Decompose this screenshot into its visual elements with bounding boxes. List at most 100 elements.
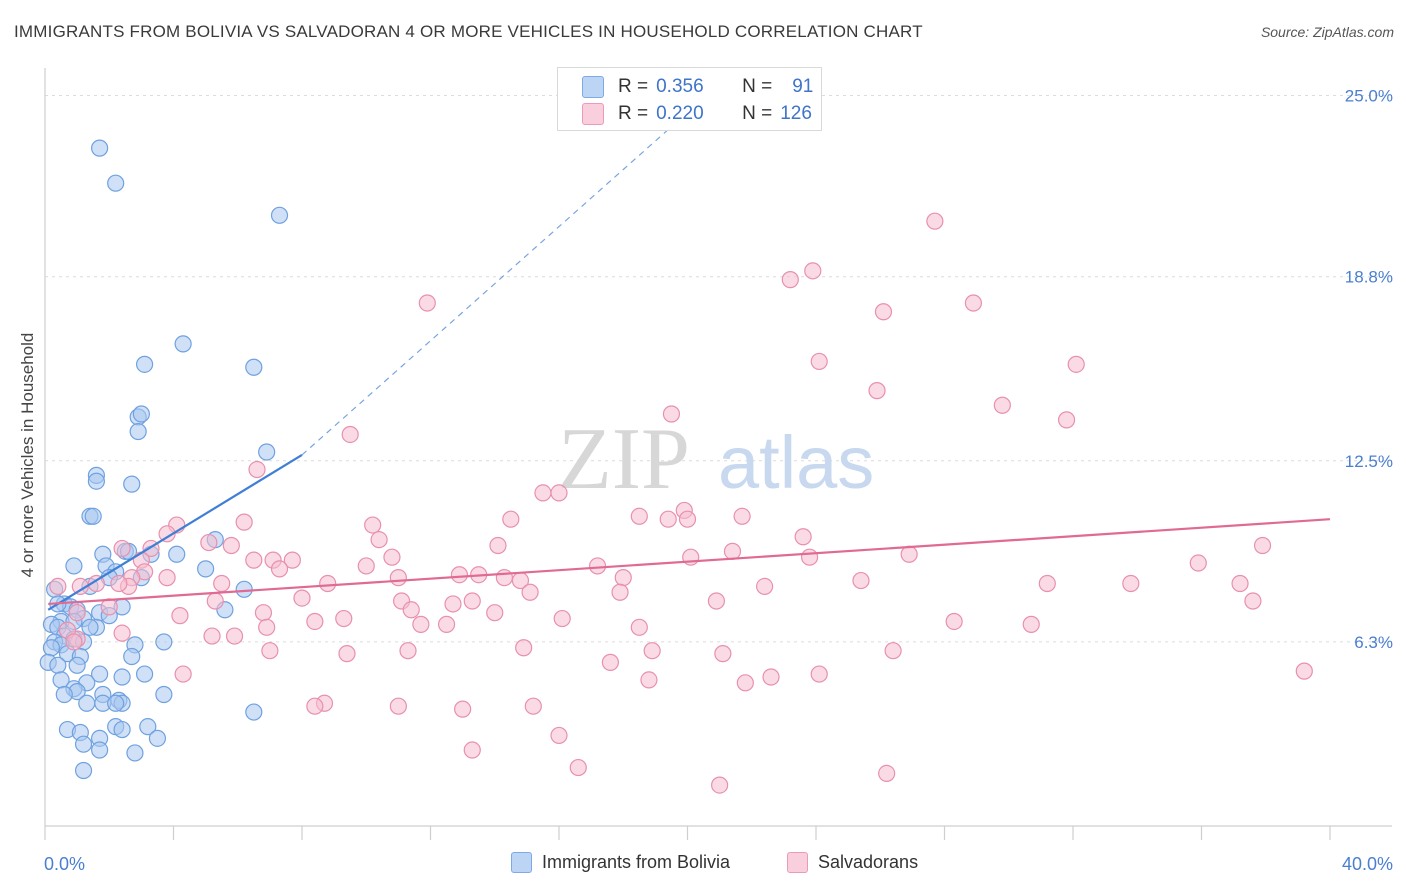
data-point-bolivia	[91, 665, 109, 683]
legend-swatch-bolivia	[511, 852, 532, 873]
data-point-salvadoran	[335, 609, 353, 628]
data-point-salvadoran	[804, 262, 822, 280]
data-point-salvadoran	[65, 633, 83, 651]
data-point-salvadoran	[643, 642, 661, 660]
data-point-bolivia	[235, 580, 253, 598]
data-point-bolivia	[270, 206, 289, 224]
data-point-salvadoran	[550, 726, 568, 745]
trend-line-bolivia	[47, 453, 303, 611]
data-point-salvadoran	[711, 776, 729, 794]
data-point-salvadoran	[1038, 574, 1056, 593]
data-point-salvadoran	[418, 294, 436, 312]
data-point-salvadoran	[495, 569, 513, 587]
data-point-salvadoran	[341, 425, 359, 444]
data-point-salvadoran	[502, 510, 520, 528]
trend-line-salvadoran	[48, 518, 1331, 606]
data-point-bolivia	[155, 685, 173, 704]
data-point-salvadoran	[614, 569, 632, 587]
data-point-salvadoran	[553, 609, 571, 628]
data-point-salvadoran	[733, 507, 751, 525]
data-point-salvadoran	[171, 607, 189, 625]
legend-item-bolivia: Immigrants from Bolivia	[511, 852, 730, 873]
data-point-salvadoran	[755, 577, 774, 596]
data-point-bolivia	[113, 668, 131, 686]
legend-n-value: 126	[780, 103, 812, 124]
data-point-salvadoran	[203, 627, 221, 645]
legend-swatch-salvadoran	[582, 103, 604, 125]
data-point-salvadoran	[402, 601, 420, 619]
data-point-salvadoran	[1057, 411, 1076, 429]
data-point-salvadoran	[338, 645, 356, 663]
legend-item-salvadoran: Salvadorans	[787, 852, 918, 873]
data-point-salvadoran	[550, 484, 568, 502]
data-point-salvadoran	[319, 574, 337, 593]
data-point-bolivia	[55, 685, 73, 704]
data-point-salvadoran	[283, 551, 301, 569]
data-point-salvadoran	[521, 583, 539, 601]
data-point-salvadoran	[800, 548, 819, 566]
chart-axes	[44, 68, 1392, 827]
data-point-salvadoran	[270, 560, 289, 578]
x-tick-label: 40.0%	[1342, 854, 1393, 874]
data-point-salvadoran	[370, 531, 388, 549]
data-point-salvadoran	[964, 294, 983, 312]
data-point-bolivia	[49, 656, 67, 674]
data-point-bolivia	[174, 335, 192, 353]
data-point-salvadoran	[659, 510, 677, 528]
data-point-bolivia	[123, 647, 141, 666]
data-point-salvadoran	[49, 577, 67, 596]
data-point-bolivia	[123, 475, 141, 493]
chart-source: Source: ZipAtlas.com	[1260, 24, 1394, 40]
data-point-salvadoran	[110, 574, 128, 593]
data-point-bolivia	[168, 545, 186, 563]
data-point-salvadoran	[225, 627, 244, 645]
data-point-salvadoran	[261, 642, 279, 660]
legend-label-bolivia: Immigrants from Bolivia	[542, 852, 731, 872]
data-point-salvadoran	[630, 618, 648, 636]
data-point-salvadoran	[113, 539, 131, 558]
data-point-salvadoran	[534, 484, 552, 502]
data-point-salvadoran	[68, 604, 86, 622]
data-point-salvadoran	[884, 642, 902, 660]
data-point-salvadoran	[389, 697, 407, 715]
data-point-salvadoran	[258, 618, 276, 636]
data-point-salvadoran	[206, 592, 224, 610]
data-point-salvadoran	[389, 569, 407, 587]
data-point-salvadoran	[1244, 592, 1262, 610]
data-point-salvadoran	[158, 525, 176, 543]
data-point-salvadoran	[213, 574, 231, 593]
data-point-bolivia	[135, 355, 154, 373]
data-point-salvadoran	[1231, 574, 1249, 593]
data-point-bolivia	[155, 633, 173, 651]
chart-tick-labels: 6.3% 12.5% 18.8% 25.0% 0.0% 40.0%	[44, 87, 1393, 874]
data-point-salvadoran	[489, 536, 507, 555]
data-point-salvadoran	[993, 396, 1011, 414]
data-point-salvadoran	[524, 697, 542, 715]
legend-swatch-salvadoran	[787, 852, 808, 873]
data-point-salvadoran	[306, 697, 324, 715]
watermark-atlas: atlas	[718, 421, 874, 504]
data-point-salvadoran	[113, 624, 131, 642]
data-point-salvadoran	[235, 513, 253, 531]
data-point-salvadoran	[640, 671, 658, 689]
data-point-salvadoran	[723, 542, 742, 560]
data-point-bolivia	[129, 422, 147, 441]
legend-n-label: N =	[742, 103, 773, 124]
data-point-bolivia	[139, 718, 157, 736]
legend-row-salvadoran: R = 0.220 N = 126	[582, 102, 812, 126]
legend-r-label: R =	[618, 103, 649, 124]
data-point-salvadoran	[444, 595, 462, 613]
y-tick-label: 12.5%	[1345, 452, 1393, 471]
legend-n-value: 91	[792, 76, 814, 97]
data-point-bolivia	[91, 139, 109, 157]
y-tick-label: 25.0%	[1345, 87, 1393, 106]
data-point-bolivia	[68, 656, 86, 674]
trend-line-bolivia-extension	[301, 86, 717, 456]
data-point-salvadoran	[412, 615, 430, 633]
data-point-salvadoran	[1022, 615, 1040, 633]
watermark-zip: ZIP	[558, 411, 690, 508]
data-point-salvadoran	[1295, 662, 1313, 680]
data-point-salvadoran	[1067, 355, 1085, 373]
chart-ticks	[44, 826, 1331, 840]
data-point-salvadoran	[1189, 554, 1207, 572]
